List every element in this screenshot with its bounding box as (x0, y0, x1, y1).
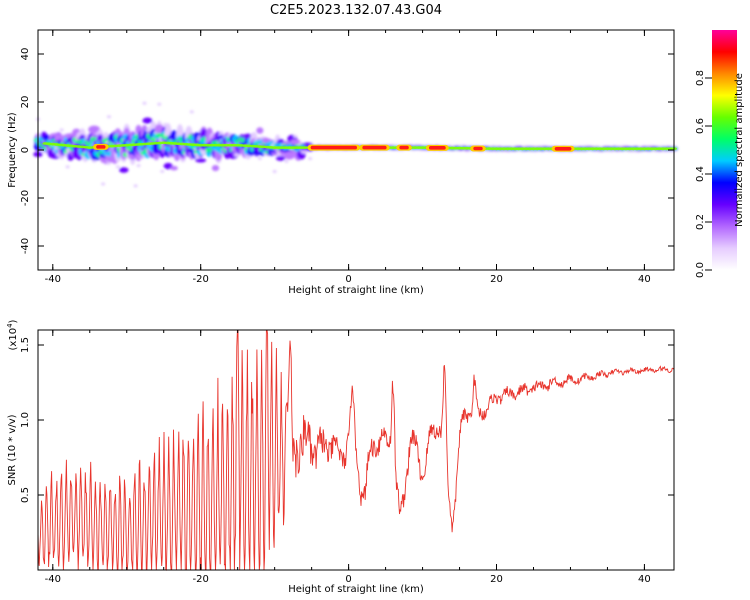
spectrogram-cell (88, 125, 101, 134)
spectrogram-cell (195, 158, 207, 163)
x-tick-label: 0 (345, 274, 351, 285)
y-tick-label: 1.0 (20, 412, 31, 428)
spectrogram-cell (106, 115, 111, 119)
snr-y-ticks: 0.5 1.0 1.5 (20, 337, 674, 503)
y-tick-label: 0 (20, 147, 31, 153)
spectrogram-peak (362, 145, 387, 150)
colorbar-label: Normalized spectral amplitude (734, 73, 745, 227)
spectrogram-cell (154, 124, 164, 133)
y-tick-label: 40 (20, 48, 31, 61)
x-tick-label: -20 (193, 274, 209, 285)
colorbar-tick-label: 0.0 (695, 262, 706, 278)
snr-y-unit-open: (x10 (8, 328, 19, 351)
spectrogram-x-label: Height of straight line (km) (288, 285, 424, 296)
spectrogram-peak (96, 145, 106, 149)
spectrogram-panel: -40 -20 0 20 40 -40 -20 0 20 40 Height of straig… (7, 29, 678, 296)
y-tick-label: -40 (20, 238, 31, 254)
spectrogram-cell (59, 128, 64, 132)
spectrogram-cell (272, 170, 277, 174)
spectrogram-peak (399, 145, 409, 150)
spectrogram-cell (160, 169, 165, 173)
x-tick-label: -40 (45, 274, 61, 285)
spectrogram-cell (284, 159, 289, 163)
y-tick-label: 0.5 (20, 487, 31, 503)
figure-title: C2E5.2023.132.07.43.G04 (270, 3, 442, 18)
spectrogram-cell (118, 167, 129, 173)
colorbar: 0.0 0.2 0.4 0.6 0.8 Normalized spectral ampl… (695, 30, 745, 278)
colorbar-tick-label: 0.2 (695, 214, 706, 230)
spectrogram-cell (136, 164, 141, 168)
x-tick-label: 40 (638, 274, 651, 285)
spectrogram-cell (293, 134, 298, 138)
spectrogram-cell (275, 134, 280, 138)
spectrogram-cell (157, 102, 162, 106)
spectrogram-band (33, 101, 678, 188)
snr-panel: -40 -20 0 20 40 0.5 1.0 1.5 Height of straight… (6, 319, 675, 595)
spectrogram-cell (290, 139, 301, 145)
colorbar-ticks: 0.0 0.2 0.4 0.6 0.8 (695, 70, 712, 278)
spectrogram-peak (310, 145, 357, 150)
x-tick-label: 0 (345, 574, 351, 585)
spectrogram-y-label: Frequency (Hz) (7, 112, 18, 188)
spectrogram-cell (211, 164, 220, 172)
spectrogram-core (42, 141, 677, 152)
snr-y-label: SNR (10 * v/v) (7, 414, 18, 485)
x-tick-label: 40 (638, 574, 651, 585)
spectrogram-cell (142, 117, 153, 124)
snr-y-unit-close: ) (8, 319, 19, 323)
spectrogram-cell (189, 110, 194, 114)
x-tick-label: -20 (193, 574, 209, 585)
spectrogram-peak (473, 146, 483, 151)
spectrogram-cell (101, 182, 106, 186)
spectrogram-cell (170, 166, 178, 171)
x-tick-label: 20 (490, 574, 503, 585)
spectrogram-x-ticks: -40 -20 0 20 40 (45, 30, 651, 285)
spectrogram-peak (428, 146, 446, 150)
colorbar-tick-label: 0.4 (695, 166, 706, 182)
colorbar-tick-label: 0.6 (695, 118, 706, 134)
spectrogram-cell (256, 127, 264, 134)
snr-x-ticks: -40 -20 0 20 40 (45, 330, 651, 585)
spectrogram-peak (554, 147, 572, 151)
spectrogram-cell (284, 151, 295, 160)
spectrogram-cell (275, 155, 286, 161)
spectrogram-cell (257, 156, 262, 160)
spectrogram-cell (133, 184, 138, 188)
spectrogram-cell (308, 157, 313, 161)
snr-x-label: Height of straight line (km) (288, 584, 424, 595)
colorbar-gradient (712, 30, 737, 270)
x-tick-label: 20 (490, 274, 503, 285)
spectrogram-cell (243, 133, 253, 139)
y-tick-label: 1.5 (20, 337, 31, 353)
y-tick-label: -20 (20, 190, 31, 206)
spectrogram-cell (142, 101, 147, 105)
snr-series-line (37, 329, 675, 571)
spectrogram-cell (115, 165, 120, 169)
snr-y-unit-exp: 4 (6, 323, 14, 328)
spectrogram-cell (98, 131, 103, 135)
colorbar-tick-label: 0.8 (695, 70, 706, 86)
snr-y-unit: (x104) (6, 319, 19, 350)
y-tick-label: 20 (20, 96, 31, 109)
spectrogram-y-ticks: -40 -20 0 20 40 (20, 48, 674, 254)
x-tick-label: -40 (45, 574, 61, 585)
spectrogram-cell (65, 165, 70, 169)
snr-frame (37, 329, 675, 571)
